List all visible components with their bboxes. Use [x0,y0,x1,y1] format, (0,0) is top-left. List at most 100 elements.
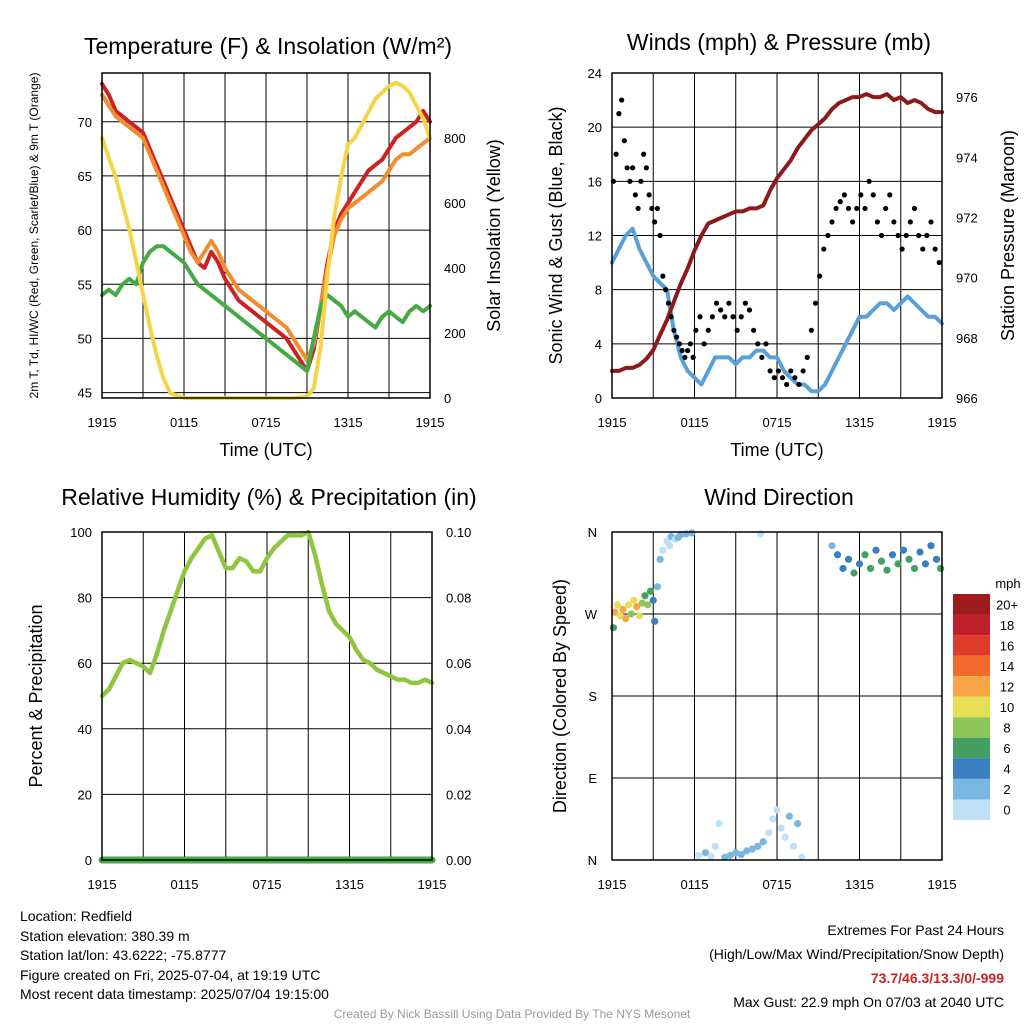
chart4-point [732,849,740,857]
chart4-point [748,845,756,853]
chart4-point [754,842,762,850]
chart2-gust-dot [858,192,864,198]
chart2-gust-dot [850,219,856,225]
chart2-gust-dot [668,314,674,320]
chart4-point [883,566,891,574]
chart4-point [877,557,886,565]
chart3-ytick: 0 [85,853,92,868]
chart2-gust-dot [679,348,685,354]
chart2-gust-dot [687,341,693,347]
chart2-ylabel: Sonic Wind & Gust (Blue, Black) [546,106,566,364]
chart2-xtick: 0715 [763,415,792,430]
chart2-gust-dot [690,354,696,360]
chart2-gust-dot [646,192,652,198]
chart2-gust-dot [726,300,732,306]
colorbar-label: 10 [1000,700,1014,715]
chart1 [100,72,432,400]
chart3-ytick: 40 [78,722,92,737]
chart2-gust-dot [920,246,926,252]
chart1-ytick: 50 [78,331,92,346]
chart1-ytick-right: 800 [444,131,466,146]
colorbar-label: 20+ [996,597,1018,612]
chart2-gust-dot [841,192,847,198]
chart2-series-station-pressure [610,92,944,373]
chart1-xtick: 1315 [334,415,363,430]
chart3-series-relative-humidity [99,529,435,699]
chart2-ytick: 4 [595,337,602,352]
recent-data-text: Most recent data timestamp: 2025/07/04 1… [20,986,329,1003]
chart2-gust-dot [891,219,897,225]
colorbar-swatch [953,778,990,800]
chart2-gust-dot [742,300,748,306]
chart2-gust-dot [685,348,691,354]
chart2-gust-dot [775,368,781,374]
chart4-point [633,603,641,611]
chart2-gust-dot [654,205,660,212]
chart2-ytick-right: 968 [956,331,978,346]
chart2-gust-dot [613,151,619,157]
colorbar-swatch [953,614,990,636]
chart1-xlabel: Time (UTC) [219,440,312,460]
colorbar-label: 4 [1003,762,1010,777]
chart2-gust-dot [903,232,909,239]
chart2-ytick-right: 974 [956,150,978,165]
chart4-point [627,610,635,618]
chart4-point [659,546,667,554]
chart4-point [888,551,897,559]
chart1-series-2m-t [100,81,432,373]
extremes-values: 73.7/46.3/13.3/0/-999 [870,970,1004,986]
credit-text: Created By Nick Bassill Using Data Provi… [333,1007,691,1021]
chart2-ylabel-right: Station Pressure (Maroon) [998,130,1018,341]
chart4-ytick: E [588,771,597,786]
chart4-point [695,851,703,860]
chart1-xtick: 1915 [88,415,117,430]
chart2-gust-dot [788,368,794,374]
chart4-point [932,555,941,563]
chart4-point [688,529,696,537]
chart4-xtick: 1915 [928,877,957,892]
chart4-ytick: N [588,525,597,540]
chart2-gust-dot [674,334,680,340]
chart4-point [781,833,789,841]
chart1-ytick-right: 400 [444,261,466,276]
chart3-ytick-right: 0.10 [446,525,471,540]
chart1-series-9m-t [100,92,432,363]
chart3-ylabel: Percent & Precipitation [26,604,46,787]
chart2-gust-dot [924,232,930,239]
chart2-gust-dot [697,314,703,320]
colorbar-label: 8 [1003,721,1010,736]
colorbar-swatch [953,799,990,820]
chart2-gust-dot [878,232,885,239]
chart3-frame [101,531,433,861]
chart2-gust-dot [657,232,663,239]
chart2-gust-dot [663,287,669,293]
chart3-ytick: 100 [70,525,92,540]
chart2-ytick-right: 972 [956,210,978,225]
chart4-point [785,812,793,820]
chart4-point [861,551,869,559]
chart2-gust-dot [784,381,790,388]
chart2-ytick-right: 976 [956,90,978,105]
chart4-point [850,569,858,577]
chart2-xtick: 1315 [845,415,874,430]
chart2-gust-dot [854,205,860,212]
chart2-gust-dot [738,314,744,320]
chart3-ytick-right: 0.06 [446,656,471,671]
extremes-block: Extremes For Past 24 Hours (High/Low/Max… [709,918,1004,1014]
chart2-gust-dot [627,178,633,184]
colorbar-label: 16 [1000,638,1014,653]
chart4-point [611,608,619,616]
chart4-point [707,852,715,860]
chart2-gust-dot [907,219,913,225]
chart2-gust-dot [899,246,905,252]
chart2-gust-dot [621,138,627,144]
chart2-ytick: 16 [588,174,602,189]
chart2 [610,72,944,399]
colorbar-swatch [953,635,990,656]
chart2-gust-dot [866,178,872,184]
chart4-ytick: N [588,853,597,868]
colorbar-label: 0 [1003,803,1010,818]
chart4-point [910,564,919,573]
chart2-gust-dot [817,273,823,279]
